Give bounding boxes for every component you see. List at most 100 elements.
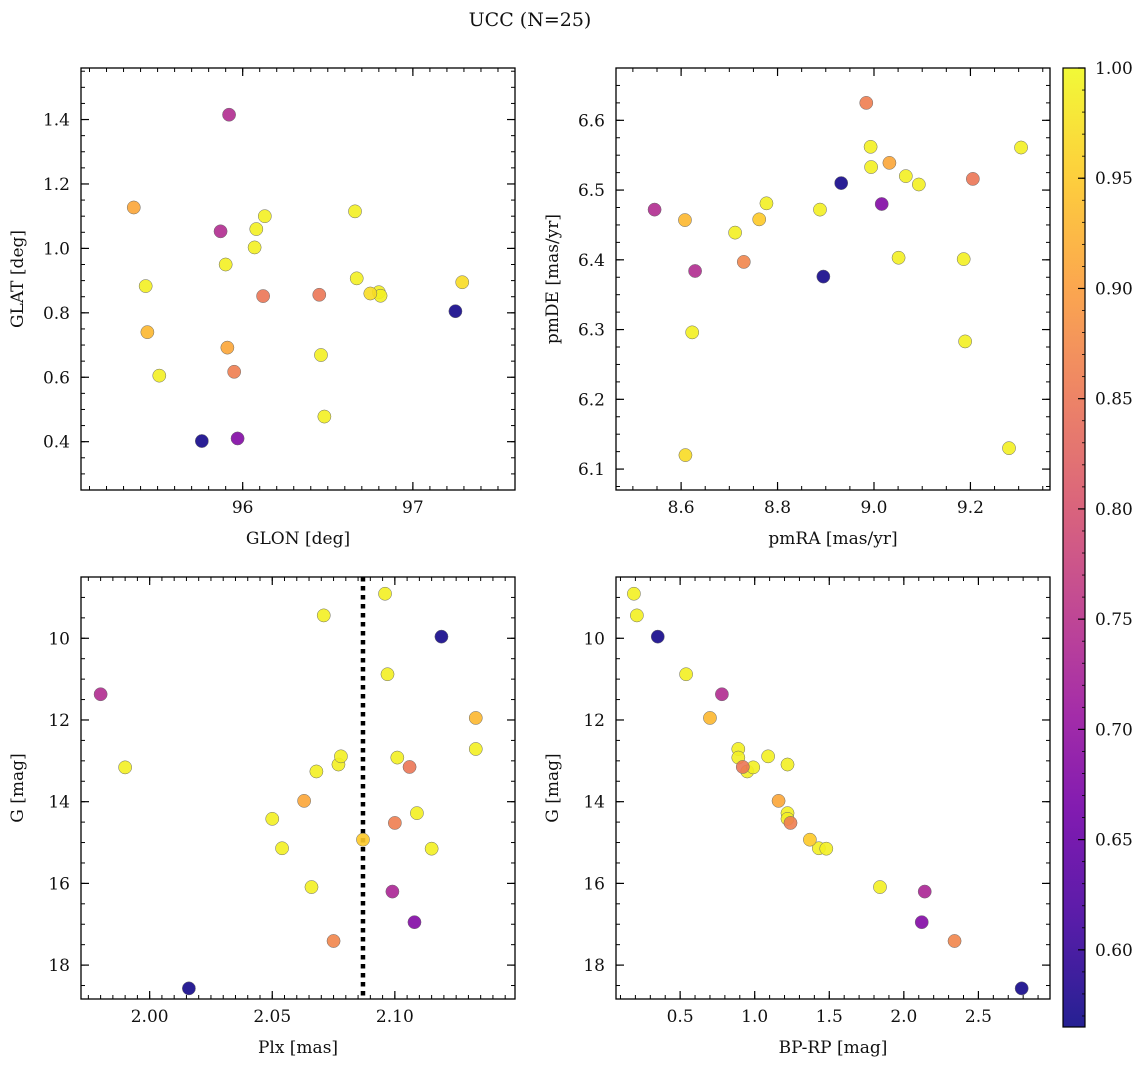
y-tick-label: 1.4 [43,111,70,131]
scatter-point [735,760,750,774]
x-tick-label: 9.0 [860,498,887,518]
scatter-point [152,368,167,383]
y-tick-label: 6.4 [578,251,605,271]
scatter-point [410,806,424,820]
scatter-point [407,915,422,930]
scatter-point [914,915,929,930]
y-axis-label: G [mag] [8,753,28,822]
x-axis-label: GLON [deg] [246,529,350,549]
scatter-point [813,202,827,217]
colorbar-tick-label: 1.00 [1095,59,1133,79]
scatter-point [309,764,324,779]
scatter-point [771,794,786,808]
scatter-point [126,200,141,215]
scatter-point [227,364,242,379]
plot-area [616,68,1050,490]
scatter-point [874,197,889,211]
scatter-point [1014,140,1028,155]
scatter-point [761,749,775,764]
colorbar-tick-label: 0.60 [1095,941,1133,961]
axes-frame [80,67,516,491]
axes-frame [615,67,1051,491]
scatter-point [326,934,341,948]
scatter-point [140,325,155,340]
colorbar-tick-label: 0.75 [1095,610,1133,630]
scatter-point [213,224,228,239]
scatter-point [348,204,362,219]
scatter-point [363,286,378,301]
scatter-point [759,196,774,211]
y-tick-label: 10 [583,629,605,649]
axes-frame [80,576,516,1000]
scatter-point [194,434,209,448]
scatter-point [780,757,795,772]
scatter-point [230,431,245,446]
scatter-point [752,212,767,227]
y-tick-label: 6.5 [578,181,605,201]
scatter-point [455,275,470,290]
scatter-point [965,172,980,186]
panel-pmra-pmde: 8.6 8.8 9.0 9.2 6.1 6.2 6.3 6.4 6.5 6.6 pmRA [mas/… [543,67,1051,549]
plot-area [616,577,1050,999]
y-tick-label: 12 [48,711,70,731]
scatter-point [265,811,280,826]
x-tick-label: 0.5 [667,1007,694,1027]
plot-area [81,577,515,999]
scatter-point [647,202,662,217]
scatter-point [627,586,641,601]
panel-glon-glat: 96 97 0.4 0.6 0.8 1.0 1.2 1.4 GLON [deg] GLAT [de… [8,67,516,549]
x-tick-label: 1.5 [816,1007,843,1027]
scatter-point [304,880,319,894]
x-axis-label: Plx [mas] [258,1038,338,1058]
y-tick-label: 6.3 [578,321,605,341]
scatter-point [434,629,449,644]
x-tick-label: 2.00 [131,1007,169,1027]
x-tick-label: 8.6 [668,498,695,518]
scatter-point [402,760,417,774]
panel-bprp-g: 0.5 1.0 1.5 2.0 2.5 10 12 14 16 18 BP-RP [mag] G [m… [543,576,1051,1058]
panel-plx-g: 2.00 2.05 2.10 10 12 14 16 18 Plx [mas] G [mag] [8,576,516,1058]
colorbar-tick-label: 0.65 [1095,831,1133,851]
x-tick-label: 9.2 [957,498,984,518]
scatter-point [275,841,289,856]
scatter-point [685,325,700,340]
scatter-point [93,687,108,702]
y-tick-label: 1.2 [43,175,70,195]
scatter-point [182,981,196,996]
scatter-point [378,586,392,601]
scatter-point [803,832,817,847]
scatter-point [873,880,887,894]
scatter-point [316,608,331,623]
scatter-point [678,448,693,462]
y-tick-label: 6.6 [578,111,605,131]
scatter-point [679,667,693,682]
scatter-point [356,832,370,847]
scatter-point [312,287,327,302]
scatter-point [388,816,402,830]
scatter-point [688,264,702,278]
x-tick-label: 96 [232,498,254,518]
x-axis-label: pmRA [mas/yr] [768,529,897,549]
y-tick-label: 14 [583,793,605,813]
y-tick-label: 16 [48,874,70,894]
y-tick-label: 18 [583,956,605,976]
x-tick-label: 2.5 [965,1007,992,1027]
scatter-point [891,250,906,265]
y-tick-label: 10 [48,629,70,649]
scatter-point [385,884,400,899]
x-tick-label: 97 [402,498,424,518]
scatter-point [728,225,742,240]
scatter-point [630,608,644,623]
x-tick-label: 8.8 [764,498,791,518]
y-tick-label: 16 [583,874,605,894]
scatter-point [468,742,483,756]
colorbar-tick-label: 0.70 [1095,720,1133,740]
scatter-point [917,884,932,899]
scatter-point [314,348,328,362]
x-tick-label: 2.05 [253,1007,291,1027]
scatter-point [882,156,897,170]
x-tick-label: 1.0 [741,1007,768,1027]
colorbar-tick-label: 0.90 [1095,279,1133,299]
plot-area [81,68,515,490]
